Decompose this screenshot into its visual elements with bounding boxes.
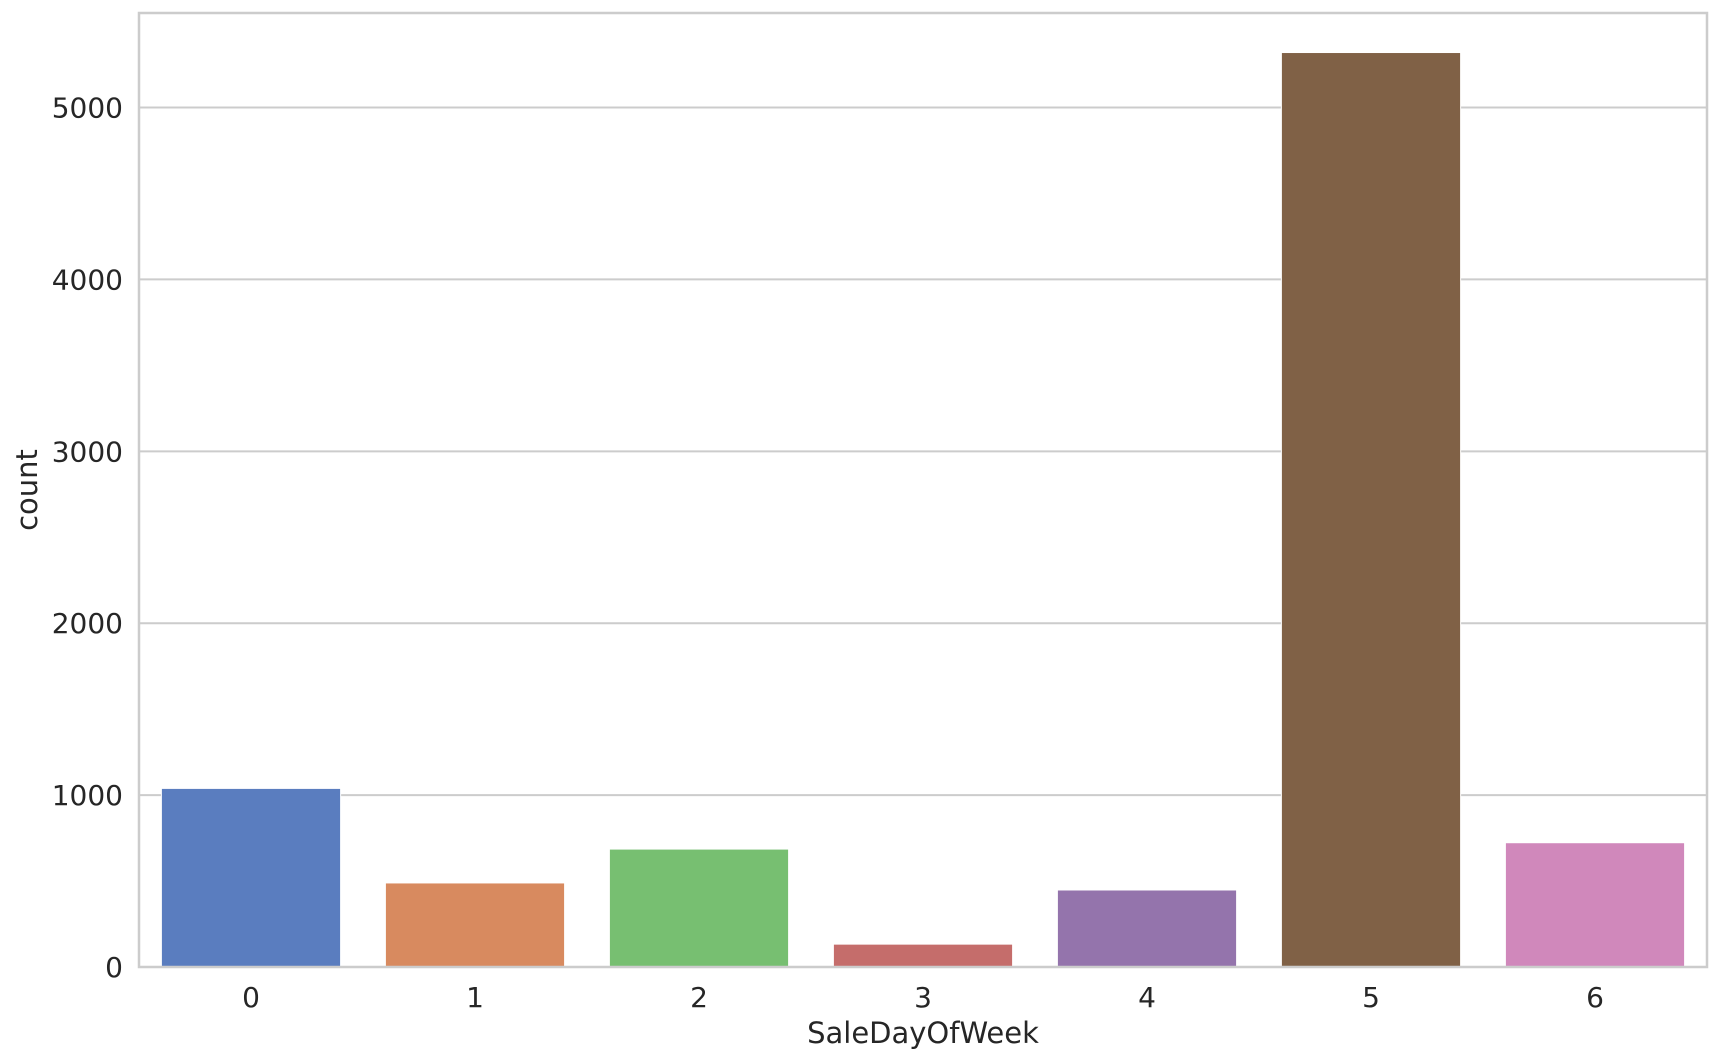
y-tick-label: 2000	[52, 607, 123, 640]
x-tick-label: 1	[466, 981, 484, 1014]
x-tick-labels: 0 1 2 3 4 5 6	[242, 981, 1604, 1014]
y-tick-label: 0	[105, 951, 123, 984]
bar-day-3	[832, 943, 1014, 968]
y-tick-labels: 0 1000 2000 3000 4000 5000	[52, 92, 123, 984]
bars	[160, 52, 1686, 968]
y-gridlines	[139, 106, 1707, 797]
bar-day-1	[384, 882, 566, 968]
y-tick-label: 3000	[52, 435, 123, 468]
bar-day-2	[608, 848, 790, 968]
bar-day-4	[1056, 889, 1238, 968]
x-tick-label: 4	[1138, 981, 1156, 1014]
x-axis-label: SaleDayOfWeek	[807, 1016, 1039, 1050]
x-tick-label: 0	[242, 981, 260, 1014]
y-tick-label: 5000	[52, 92, 123, 125]
plot-frame	[137, 11, 1709, 969]
x-tick-label: 3	[914, 981, 932, 1014]
x-tick-label: 2	[690, 981, 708, 1014]
bar-day-0	[160, 787, 342, 968]
y-tick-label: 4000	[52, 263, 123, 296]
y-tick-label: 1000	[52, 779, 123, 812]
bar-day-6	[1504, 842, 1686, 968]
y-axis-label: count	[10, 449, 44, 531]
x-tick-label: 6	[1586, 981, 1604, 1014]
x-tick-label: 5	[1362, 981, 1380, 1014]
bar-day-5	[1280, 52, 1462, 968]
